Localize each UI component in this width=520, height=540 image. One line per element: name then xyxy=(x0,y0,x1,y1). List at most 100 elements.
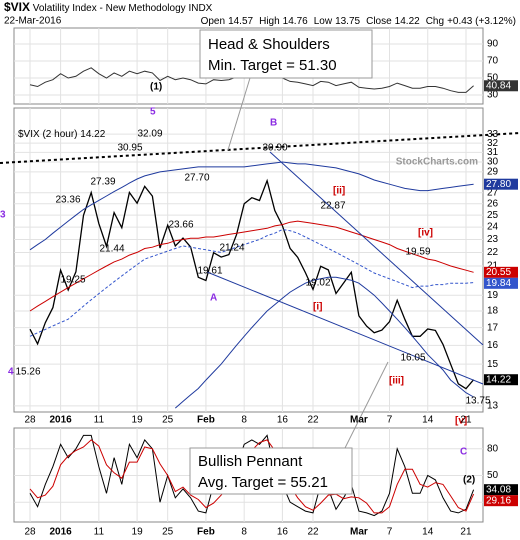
end-label: 40.84 xyxy=(486,80,511,91)
neckline xyxy=(0,132,520,164)
price-label: 21.44 xyxy=(99,244,124,255)
end-label: 20.55 xyxy=(486,267,511,278)
callout-line: Avg. Target = 55.21 xyxy=(198,474,328,491)
callout-pennant: Bullish Pennant Avg. Target = 55.21 xyxy=(189,361,389,495)
y-tick-label: 15 xyxy=(487,359,499,370)
y-tick-label: 33 xyxy=(487,129,499,140)
end-label-box xyxy=(484,484,518,496)
x-tick-label: 22 xyxy=(307,527,319,538)
end-label-box xyxy=(484,277,518,289)
x-tick-label: 25 xyxy=(162,527,174,538)
price-label: 15.26 xyxy=(15,367,40,378)
x-tick-label: 28 xyxy=(24,527,36,538)
x-tick-label: 21 xyxy=(460,415,472,426)
callout-line: Bullish Pennant xyxy=(198,453,303,470)
price-panel xyxy=(13,107,484,413)
price-label: 30.90 xyxy=(262,143,287,154)
legend-value: 14.22 xyxy=(80,129,105,140)
x-tick-label: 8 xyxy=(241,415,247,426)
quote-value: 13.75 xyxy=(335,16,360,27)
wave-label: C xyxy=(460,447,467,458)
x-tick-label: Mar xyxy=(350,415,368,426)
wave-label: 4 xyxy=(8,367,14,378)
price-label: 19.59 xyxy=(405,247,430,258)
y-tick-label: 22 xyxy=(487,247,499,258)
end-label-box xyxy=(484,80,518,92)
callout-line: Head & Shoulders xyxy=(208,36,330,53)
price-label: 22.87 xyxy=(320,201,345,212)
end-label: 27.80 xyxy=(486,179,511,190)
x-tick-label: Mar xyxy=(350,527,368,538)
price-label: 19.61 xyxy=(197,266,222,277)
series-line xyxy=(29,434,475,517)
x-tick-label: 16 xyxy=(277,415,289,426)
end-label-box xyxy=(484,178,518,190)
header-symbol: $VIX Volatility Index - New Methodology … xyxy=(4,0,213,14)
y-tick-label: 27 xyxy=(487,187,499,198)
callout-hs: Head & Shoulders Min. Target = 51.30 xyxy=(199,29,373,151)
price-label: 23.66 xyxy=(168,220,193,231)
callout-pointer xyxy=(227,77,251,151)
wave-label: B xyxy=(270,118,277,129)
series-line xyxy=(29,220,474,312)
x-tick-label: 11 xyxy=(94,527,105,538)
x-tick-label: 11 xyxy=(94,415,105,426)
y-tick-label: 30 xyxy=(487,157,499,168)
price-label: 32.09 xyxy=(137,129,162,140)
y-tick-label: 29 xyxy=(487,167,499,178)
y-tick-label: 26 xyxy=(487,198,499,209)
x-tick-label: 21 xyxy=(460,527,472,538)
x-tick-label: Feb xyxy=(197,527,215,538)
exchange: INDX xyxy=(188,3,212,14)
end-label: 29.16 xyxy=(486,495,511,506)
callout-pointer xyxy=(344,361,389,449)
price-legend: $VIX (2 hour) 14.22 xyxy=(18,129,106,140)
quote-value: 14.57 xyxy=(228,16,253,27)
price-label: 16.05 xyxy=(400,353,425,364)
y-tick-label: 17 xyxy=(487,322,499,333)
callout-box xyxy=(189,447,353,495)
quote-label: High xyxy=(259,16,280,27)
pennant-upper xyxy=(269,151,484,346)
x-tick-label: 22 xyxy=(307,415,319,426)
wave-label: (1) xyxy=(150,82,162,93)
quote-label: Low xyxy=(314,16,333,27)
end-label-box xyxy=(484,374,518,386)
quote-value: +0.43 (+3.12%) xyxy=(447,16,516,27)
end-label-box xyxy=(484,266,518,278)
x-tick-label: 14 xyxy=(422,415,434,426)
wave-label: [iii] xyxy=(389,376,404,387)
x-tick-label: 7 xyxy=(387,527,393,538)
series-line xyxy=(29,178,475,390)
y-tick-label: 32 xyxy=(487,138,499,149)
y-tick-label: 16 xyxy=(487,340,499,351)
x-tick-label: 19 xyxy=(132,415,144,426)
series-line xyxy=(29,228,474,337)
header-quote: Open 14.57 High 14.76 Low 13.75 Close 14.22 Chg +… xyxy=(201,16,516,27)
y-tick-label: 18 xyxy=(487,306,499,317)
wave-label: [v] xyxy=(455,416,467,427)
x-tick-label: 2016 xyxy=(49,415,72,426)
x-tick-label: 2016 xyxy=(49,527,72,538)
quote-label: Open xyxy=(201,16,225,27)
wave-label: [iv] xyxy=(418,228,433,239)
x-tick-label: 16 xyxy=(277,527,289,538)
quote-label: Chg xyxy=(426,16,444,27)
trendlines xyxy=(0,132,520,385)
x-tick-label: 14 xyxy=(422,527,434,538)
y-tick-label: 50 xyxy=(487,470,499,481)
wave-label: 3 xyxy=(0,210,6,221)
x-tick-label: Feb xyxy=(197,415,215,426)
series-line xyxy=(174,276,474,409)
legend-name: $VIX (2 hour) xyxy=(18,129,77,140)
price-label: 21.24 xyxy=(219,243,244,254)
quote-value: 14.76 xyxy=(283,16,308,27)
y-tick-label: 23 xyxy=(487,234,499,245)
y-tick-label: 70 xyxy=(487,56,499,67)
y-tick-label: 13 xyxy=(487,401,499,412)
series-line xyxy=(29,161,474,251)
end-label: 34.08 xyxy=(486,484,511,495)
end-label: 14.22 xyxy=(486,374,511,385)
y-tick-label: 31 xyxy=(487,147,499,158)
